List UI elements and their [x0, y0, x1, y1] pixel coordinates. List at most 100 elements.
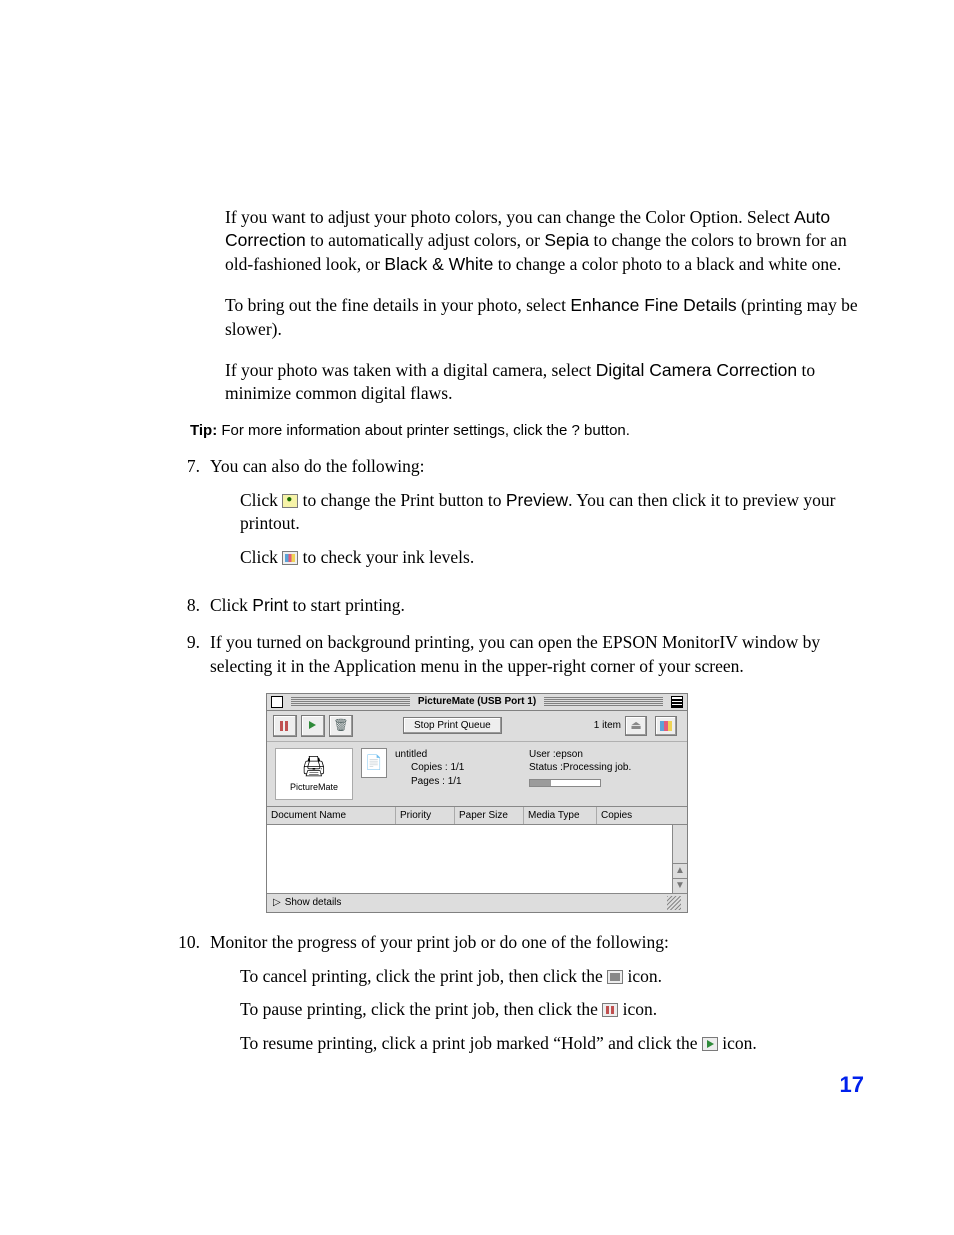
play-icon — [305, 719, 321, 733]
step-number: 9. — [90, 631, 210, 678]
col-copies: Copies — [597, 807, 687, 825]
col-media: Media Type — [524, 807, 597, 825]
step-number: 8. — [90, 594, 210, 618]
disclosure-triangle-icon[interactable]: ▷ — [273, 896, 281, 910]
step-9: 9. If you turned on background printing,… — [90, 631, 864, 678]
user-value: epson — [556, 749, 583, 760]
step-number: 7. — [90, 455, 210, 580]
cancel-icon — [607, 970, 623, 984]
delete-button[interactable]: 🗑 — [329, 715, 353, 737]
option-bw: Black & White — [384, 254, 493, 274]
scrollbar[interactable]: ▲ ▼ — [672, 825, 687, 893]
titlebar-texture — [291, 697, 410, 707]
copies-line: Copies : 1/1 — [395, 761, 529, 775]
text: Click — [210, 595, 252, 615]
window-footer: ▷ Show details — [267, 894, 687, 912]
trash-icon: 🗑 — [333, 717, 348, 733]
option-camera-correction: Digital Camera Correction — [596, 360, 797, 380]
text: button. — [580, 422, 630, 439]
col-document: Document Name — [267, 807, 396, 825]
option-sepia: Sepia — [544, 230, 589, 250]
job-text: untitledUser :epson Copies : 1/1Status :… — [395, 748, 679, 800]
text: To cancel printing, click the print job,… — [240, 966, 607, 986]
step-7a: Click to change the Print button to Prev… — [240, 489, 864, 536]
user-label: User : — [529, 749, 556, 760]
preview-icon — [282, 494, 298, 508]
text: To bring out the fine details in your ph… — [225, 295, 570, 315]
close-box-icon[interactable] — [271, 696, 283, 708]
status-value: Processing job. — [563, 762, 631, 773]
step-number: 10. — [90, 931, 210, 1066]
job-area: 🖨 PictureMate 📄 untitledUser :epson Copi… — [267, 742, 687, 806]
text: to start printing. — [288, 595, 405, 615]
step-7b: Click to check your ink levels. — [240, 546, 864, 570]
table-header: Document Name Priority Paper Size Media … — [267, 806, 687, 826]
pause-button[interactable] — [273, 715, 297, 737]
step-7-lead: You can also do the following: — [210, 455, 864, 479]
progress-bar — [529, 779, 601, 787]
help-button-ref: ? — [572, 422, 580, 439]
step-8: 8. Click Print to start printing. — [90, 594, 864, 618]
text: icon. — [623, 966, 662, 986]
step-10-resume: To resume printing, click a print job ma… — [240, 1032, 864, 1056]
tip-label: Tip: — [190, 422, 217, 439]
job-list[interactable]: ▲ ▼ — [267, 825, 687, 894]
text: to change a color photo to a black and w… — [493, 254, 841, 274]
ink-icon — [658, 719, 674, 733]
pause-icon — [602, 1003, 618, 1017]
printer-label: PictureMate — [290, 781, 338, 793]
pause-icon — [277, 719, 293, 733]
monitor-window: PictureMate (USB Port 1) 🗑 Stop Print Qu… — [266, 693, 688, 914]
resize-corner-icon[interactable] — [667, 896, 681, 910]
print-label: Print — [252, 595, 288, 615]
step-10-pause: To pause printing, click the print job, … — [240, 998, 864, 1022]
preview-label: Preview — [506, 490, 568, 510]
text: To resume printing, click a print job ma… — [240, 1033, 702, 1053]
titlebar: PictureMate (USB Port 1) — [267, 694, 687, 711]
resume-button[interactable] — [301, 715, 325, 737]
step-10-lead: Monitor the progress of your print job o… — [210, 931, 864, 955]
printer-icon: 🖨 — [301, 754, 326, 781]
text: Click — [240, 490, 282, 510]
step-7: 7. You can also do the following: Click … — [90, 455, 864, 580]
step-9-text: If you turned on background printing, yo… — [210, 631, 864, 678]
text: icon. — [618, 999, 657, 1019]
step-10-cancel: To cancel printing, click the print job,… — [240, 965, 864, 989]
show-details[interactable]: Show details — [285, 896, 342, 910]
text: Click — [240, 547, 282, 567]
eject-button[interactable]: ⏏ — [625, 716, 647, 736]
paragraph-enhance: To bring out the fine details in your ph… — [225, 294, 864, 341]
scroll-down-icon[interactable]: ▼ — [673, 878, 687, 893]
document-icon: 📄 — [361, 748, 387, 778]
scroll-up-icon[interactable]: ▲ — [673, 863, 687, 878]
text: If you want to adjust your photo colors,… — [225, 207, 794, 227]
page-number: 17 — [840, 1070, 864, 1100]
printer-cell: 🖨 PictureMate — [275, 748, 353, 800]
status-label: Status : — [529, 762, 563, 773]
paragraph-camera: If your photo was taken with a digital c… — [225, 359, 864, 406]
text: icon. — [718, 1033, 757, 1053]
collapse-box-icon[interactable] — [671, 696, 683, 708]
text: If your photo was taken with a digital c… — [225, 360, 596, 380]
text: to change the Print button to — [298, 490, 506, 510]
ink-levels-icon — [282, 551, 298, 565]
paragraph-color-option: If you want to adjust your photo colors,… — [225, 206, 864, 277]
window-title: PictureMate (USB Port 1) — [414, 695, 540, 709]
eject-icon: ⏏ — [630, 717, 641, 733]
toolbar: 🗑 Stop Print Queue 1 item ⏏ — [267, 711, 687, 742]
option-enhance: Enhance Fine Details — [570, 295, 736, 315]
text: to automatically adjust colors, or — [306, 230, 545, 250]
ink-button[interactable] — [655, 716, 677, 736]
col-paper: Paper Size — [455, 807, 524, 825]
play-icon — [702, 1037, 718, 1051]
doc-title: untitled — [395, 748, 529, 762]
tip-line: Tip: For more information about printer … — [190, 421, 864, 441]
col-priority: Priority — [396, 807, 455, 825]
titlebar-texture — [544, 697, 663, 707]
text: To pause printing, click the print job, … — [240, 999, 602, 1019]
pages-line: Pages : 1/1 — [395, 775, 529, 789]
step-10: 10. Monitor the progress of your print j… — [90, 931, 864, 1066]
item-count: 1 item — [594, 719, 621, 733]
text: to check your ink levels. — [298, 547, 474, 567]
stop-queue-button[interactable]: Stop Print Queue — [403, 717, 502, 734]
